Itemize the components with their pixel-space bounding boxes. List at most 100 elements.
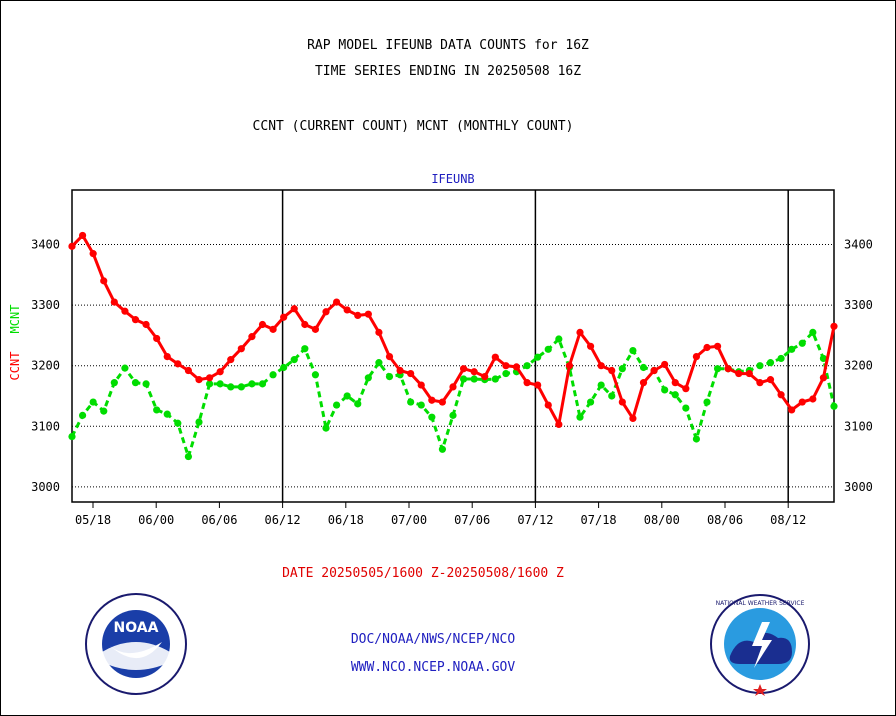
- data-point-mcnt: [629, 346, 637, 355]
- y-tick-label-left: 3100: [31, 419, 60, 433]
- data-point-ccnt: [100, 277, 108, 285]
- data-point-mcnt: [713, 365, 722, 373]
- data-point-mcnt: [110, 379, 118, 387]
- x-tick-label: 07/06: [454, 513, 490, 527]
- data-point-ccnt: [385, 353, 394, 361]
- data-point-ccnt: [205, 374, 214, 382]
- data-point-mcnt: [608, 392, 616, 400]
- data-point-ccnt: [629, 414, 637, 422]
- x-tick-label: 08/00: [644, 513, 680, 527]
- data-point-mcnt: [163, 410, 171, 418]
- data-point-mcnt: [428, 413, 436, 421]
- data-point-ccnt: [502, 362, 510, 370]
- data-point-mcnt: [322, 424, 330, 432]
- ylabel-mcnt: MCNT: [8, 305, 22, 334]
- data-point-ccnt: [608, 366, 616, 375]
- data-point-mcnt: [78, 411, 87, 419]
- data-point-mcnt: [766, 359, 775, 367]
- x-tick-label: 08/06: [707, 513, 743, 527]
- data-point-mcnt: [819, 354, 828, 363]
- data-point-mcnt: [100, 407, 108, 415]
- data-point-ccnt: [523, 379, 531, 387]
- data-point-ccnt: [396, 366, 404, 375]
- data-point-ccnt: [512, 363, 521, 371]
- data-point-ccnt: [216, 368, 224, 376]
- data-point-ccnt: [830, 322, 838, 330]
- data-point-mcnt: [195, 418, 203, 426]
- data-point-mcnt: [597, 381, 605, 389]
- data-point-ccnt: [184, 366, 193, 375]
- y-tick-label-right: 3400: [844, 238, 873, 252]
- data-point-mcnt: [671, 391, 679, 399]
- date-range-label: DATE 20250505/1600 Z-20250508/1600 Z: [282, 566, 564, 581]
- credit-line-2: WWW.NCO.NCEP.NOAA.GOV: [350, 660, 516, 675]
- chart-subtitle: CCNT (CURRENT COUNT) MCNT (MONTHLY COUNT…: [252, 119, 574, 134]
- x-tick-label: 06/18: [328, 513, 364, 527]
- noaa-logo: NOAA: [80, 592, 192, 700]
- data-point-ccnt: [650, 366, 658, 375]
- data-point-ccnt: [618, 398, 626, 406]
- chart-title-line1: RAP MODEL IFEUNB DATA COUNTS for 16Z: [307, 38, 589, 53]
- data-point-ccnt: [142, 320, 150, 329]
- data-point-ccnt: [809, 395, 817, 403]
- data-point-ccnt: [311, 325, 320, 333]
- data-point-mcnt: [174, 419, 182, 427]
- data-point-mcnt: [121, 364, 129, 372]
- x-tick-label: 07/00: [391, 513, 427, 527]
- data-point-mcnt: [364, 374, 372, 382]
- data-point-mcnt: [788, 345, 796, 353]
- x-tick-label: 06/12: [265, 513, 301, 527]
- data-point-mcnt: [661, 386, 669, 394]
- data-point-mcnt: [798, 339, 806, 347]
- data-point-ccnt: [449, 383, 457, 391]
- data-point-mcnt: [438, 445, 447, 453]
- data-point-ccnt: [375, 328, 383, 336]
- data-point-mcnt: [777, 354, 785, 363]
- data-point-ccnt: [195, 376, 203, 384]
- data-point-ccnt: [544, 401, 552, 409]
- x-tick-label: 06/00: [138, 513, 174, 527]
- data-point-ccnt: [597, 362, 605, 370]
- data-point-ccnt: [713, 342, 722, 350]
- data-point-mcnt: [809, 328, 817, 336]
- data-point-mcnt: [343, 392, 351, 400]
- data-point-mcnt: [618, 365, 626, 373]
- x-tick-label: 07/12: [517, 513, 553, 527]
- data-point-ccnt: [258, 320, 267, 329]
- data-point-ccnt: [459, 365, 468, 373]
- data-point-mcnt: [470, 375, 478, 383]
- data-point-mcnt: [830, 402, 838, 410]
- data-point-ccnt: [89, 250, 97, 258]
- data-point-ccnt: [280, 313, 288, 321]
- data-point-ccnt: [428, 396, 436, 404]
- y-tick-label-left: 3000: [31, 480, 60, 494]
- credit-line-1: DOC/NOAA/NWS/NCEP/NCO: [350, 632, 516, 647]
- data-point-mcnt: [301, 345, 309, 353]
- data-point-ccnt: [692, 353, 701, 361]
- data-point-mcnt: [269, 371, 277, 379]
- y-tick-label-right: 3300: [844, 298, 873, 312]
- x-tick-label: 05/18: [75, 513, 111, 527]
- x-tick-label: 07/18: [581, 513, 617, 527]
- data-point-mcnt: [290, 356, 298, 364]
- data-point-mcnt: [449, 411, 457, 419]
- data-point-ccnt: [237, 345, 245, 353]
- data-point-ccnt: [407, 369, 415, 378]
- data-point-mcnt: [417, 401, 425, 409]
- data-point-ccnt: [682, 385, 690, 393]
- data-point-ccnt: [555, 420, 563, 429]
- data-point-mcnt: [205, 380, 214, 388]
- data-point-ccnt: [269, 325, 277, 333]
- data-point-ccnt: [576, 328, 584, 336]
- data-point-ccnt: [777, 391, 785, 399]
- data-point-ccnt: [131, 316, 140, 324]
- data-point-ccnt: [301, 320, 309, 329]
- data-point-mcnt: [703, 398, 711, 406]
- data-point-ccnt: [290, 305, 298, 313]
- data-point-ccnt: [481, 372, 489, 381]
- data-point-mcnt: [227, 383, 235, 391]
- y-tick-label-left: 3400: [31, 238, 60, 252]
- data-point-ccnt: [364, 310, 372, 318]
- y-tick-label-left: 3300: [31, 298, 60, 312]
